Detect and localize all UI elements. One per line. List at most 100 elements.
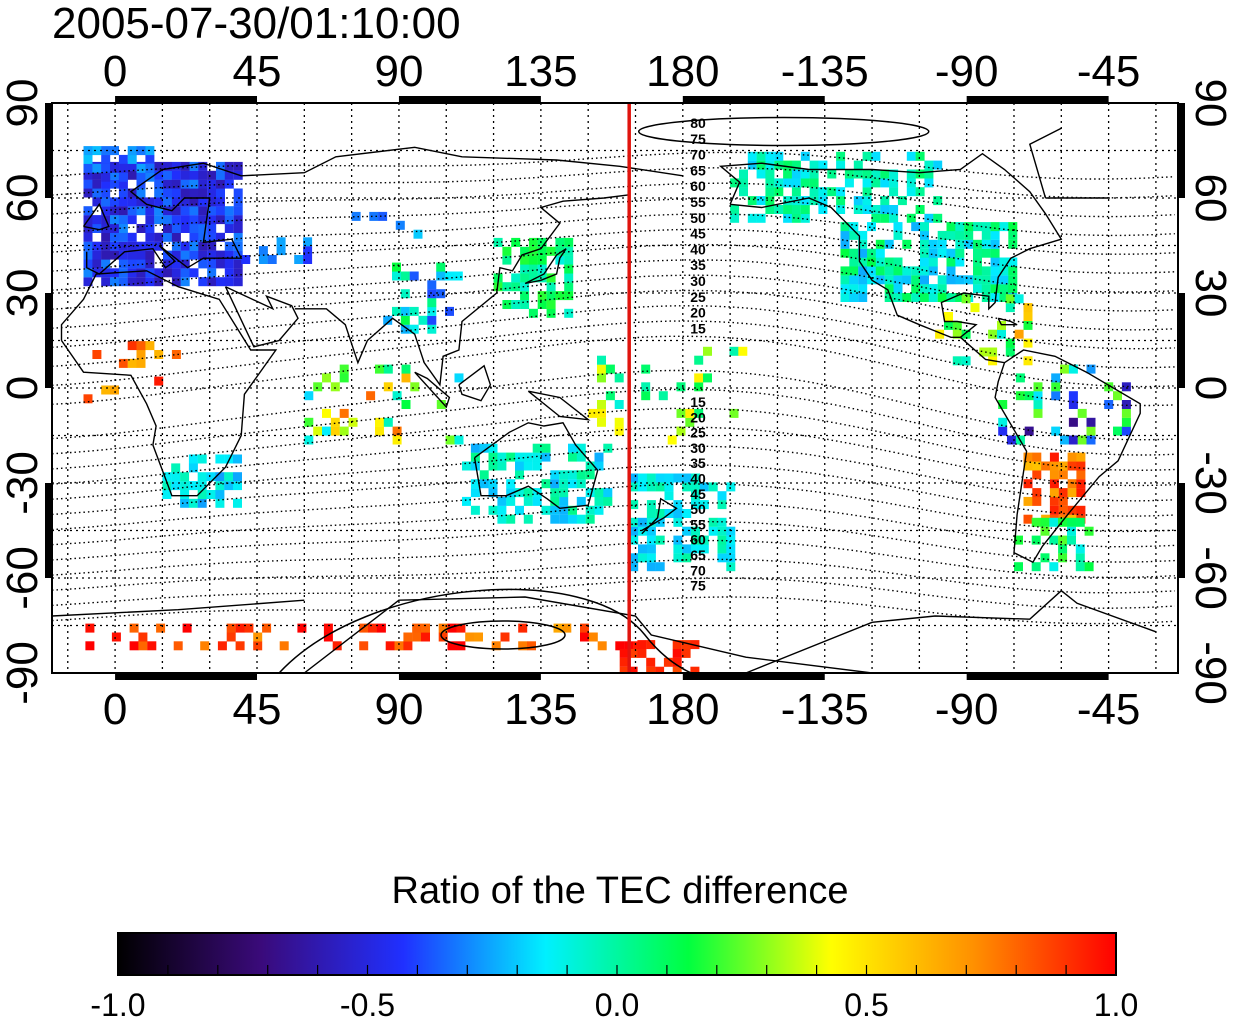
lon-tick-label-bottom: 180 [646,685,719,734]
graticule-grid [52,103,1178,673]
contour-label-north: 30 [690,273,706,289]
frame-bar-bottom [966,673,1109,680]
lon-tick-label-bottom: -135 [781,685,869,734]
coastline-11 [718,152,1063,338]
frame-bar-top [115,96,258,103]
contour-label-south: 40 [690,471,706,487]
lon-tick-label-bottom: 45 [233,685,282,734]
tec-data-layer [83,146,1131,673]
coastline-10 [641,497,678,535]
contour-label-north: 25 [690,289,706,305]
frame-bar-top [966,96,1109,103]
contour-label-north: 65 [690,162,706,178]
lat-tick-label-left: -30 [0,451,47,515]
frame-bar-bottom [115,673,258,680]
south-loop-inner [440,620,566,650]
lon-tick-label-top: 180 [646,47,719,96]
frame-bar-right [1178,483,1185,578]
timestamp-title: 2005-07-30/01:10:00 [52,0,461,48]
coastline-12 [959,336,1141,564]
colorbar-title: Ratio of the TEC difference [391,870,849,912]
coastline-8 [458,364,492,402]
lat-tick-label-left: 90 [0,79,47,128]
contour-label-north: 50 [690,210,706,226]
lat-tick-label-left: 0 [0,376,47,400]
lon-tick-label-bottom: 135 [504,685,577,734]
contour-label-north: 40 [690,241,706,257]
coastline-0 [60,270,278,497]
frame-bar-left [45,103,52,198]
frame-bar-top [682,96,825,103]
contour-label-north: 60 [690,178,706,194]
contour-label-south: 25 [690,425,706,441]
coastline-16 [52,599,305,617]
lat-tick-label-right: 30 [1186,269,1235,318]
lat-tick-label-left: 60 [0,174,47,223]
coastline-4 [294,194,630,387]
lon-tick-label-top: 135 [504,47,577,96]
lon-tick-label-bottom: 0 [103,685,127,734]
north-loop [637,116,930,147]
lat-tick-label-right: -30 [1186,451,1235,515]
coastline-17 [52,591,1156,673]
lon-tick-label-top: -135 [781,47,869,96]
lon-tick-label-bottom: 90 [374,685,423,734]
magnetic-contours [52,116,1175,673]
contour-label-south: 75 [690,578,706,594]
coastline-3 [224,286,299,348]
contour-label-south: 50 [690,501,706,517]
contour-label-south: 45 [690,486,706,502]
lon-tick-label-bottom: -90 [935,685,999,734]
lon-tick-label-top: 90 [374,47,423,96]
south-loop-outer [278,588,809,673]
coastline-1 [86,146,683,275]
coastline-14 [52,127,1109,199]
frame-bar-top [398,96,541,103]
lat-tick-label-right: -90 [1186,641,1235,705]
contour-label-south: 60 [690,532,706,548]
contour-label-north: 70 [690,147,706,163]
coastline-13 [997,317,1018,326]
contour-label-north: 15 [690,320,706,336]
contour-label-north: 20 [690,305,706,321]
lat-tick-label-left: -60 [0,546,47,610]
frame-bar-left [45,483,52,578]
contour-label-north: 80 [690,115,706,131]
lon-tick-label-top: -90 [935,47,999,96]
contour-label-north: 45 [690,226,706,242]
lat-tick-label-right: 0 [1186,376,1235,400]
contour-label-south: 35 [690,455,706,471]
coastline-15 [303,596,873,673]
lon-tick-label-bottom: -45 [1077,685,1141,734]
contour-label-north: 75 [690,131,706,147]
lon-tick-label-top: 45 [233,47,282,96]
lat-tick-label-left: -90 [0,641,47,705]
coastline-5 [524,248,567,285]
frame-bar-right [1178,293,1185,388]
frame-bar-bottom [398,673,541,680]
lon-tick-label-top: -45 [1077,47,1141,96]
contour-label-south: 30 [690,440,706,456]
contour-label-south: 20 [690,409,706,425]
lon-tick-label-top: 0 [103,47,127,96]
contour-label-north: 55 [690,194,706,210]
frame-bar-left [45,293,52,388]
lat-tick-label-left: 30 [0,269,47,318]
coastline-2 [82,202,110,231]
lat-tick-label-right: 60 [1186,174,1235,223]
contour-label-south: 15 [690,394,706,410]
coastline-7 [414,371,451,409]
contour-label-south: 65 [690,547,706,563]
contour-labels: 8075706560555045403530252015152025303540… [690,115,706,594]
contour-label-south: 70 [690,562,706,578]
coastline-9 [527,390,591,421]
axis-ticks: 0045459090135135180180-135-135-90-90-45-… [0,47,1235,734]
contour-label-south: 55 [690,516,706,532]
frame-bar-bottom [682,673,825,680]
frame-bar-right [1178,103,1185,198]
contour-label-north: 35 [690,257,706,273]
lat-tick-label-right: 90 [1186,79,1235,128]
coastlines [52,127,1156,673]
